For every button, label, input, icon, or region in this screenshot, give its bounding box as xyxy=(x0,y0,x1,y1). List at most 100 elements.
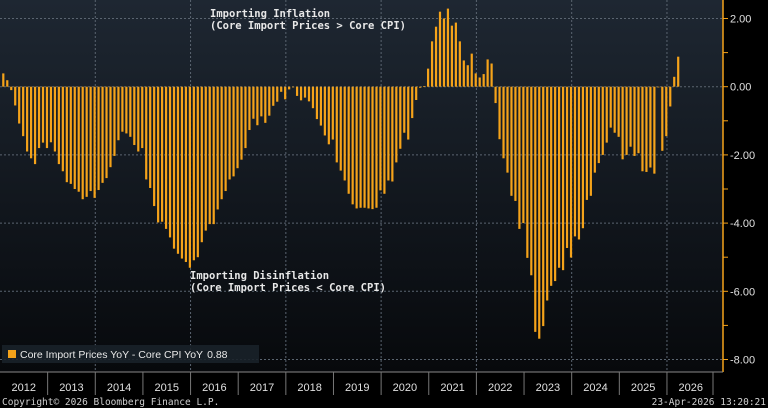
bar xyxy=(172,86,176,249)
bar xyxy=(69,86,72,184)
bar xyxy=(426,68,430,87)
bar xyxy=(311,86,315,109)
bar xyxy=(260,86,263,117)
bar xyxy=(288,86,291,90)
bar xyxy=(26,86,29,152)
bar xyxy=(137,86,140,152)
x-tick-label: 2017 xyxy=(250,382,274,394)
bar xyxy=(216,86,219,210)
bar xyxy=(45,86,49,149)
bar xyxy=(387,86,390,181)
bar xyxy=(37,86,41,149)
bar xyxy=(371,86,374,210)
bar xyxy=(629,86,632,147)
bar xyxy=(546,86,549,301)
bar xyxy=(319,86,322,126)
x-tick-label: 2014 xyxy=(107,382,131,394)
legend-swatch xyxy=(8,350,16,358)
bar xyxy=(550,86,553,286)
bar xyxy=(458,41,461,87)
bar xyxy=(252,86,255,119)
bar xyxy=(661,86,664,151)
bar xyxy=(446,8,450,87)
bar xyxy=(573,86,577,237)
bar xyxy=(430,41,434,87)
bar xyxy=(538,86,541,339)
bar xyxy=(149,86,152,188)
bar xyxy=(6,80,9,87)
bar xyxy=(613,86,616,133)
annotation-disinflation-title: Importing Disinflation xyxy=(190,270,329,282)
bar xyxy=(569,86,573,258)
bar xyxy=(502,86,505,159)
bar xyxy=(299,86,303,101)
x-tick-label: 2022 xyxy=(488,382,512,394)
bar xyxy=(558,86,561,268)
bar xyxy=(593,86,596,173)
bar xyxy=(161,86,164,222)
bar xyxy=(113,86,116,156)
bar xyxy=(482,74,485,87)
bar xyxy=(601,86,604,155)
bar xyxy=(224,86,227,192)
bar xyxy=(363,86,366,208)
bar xyxy=(423,86,426,87)
bar xyxy=(597,86,600,164)
bar xyxy=(93,86,96,198)
bar xyxy=(125,86,128,134)
bar xyxy=(518,86,521,229)
legend-series-name: Core Import Prices YoY - Core CPI YoY xyxy=(20,349,203,361)
bar xyxy=(41,86,45,143)
x-tick-label: 2021 xyxy=(440,382,464,394)
legend: Core Import Prices YoY - Core CPI YoY 0.8… xyxy=(2,345,259,363)
bar xyxy=(530,86,533,276)
x-tick-label: 2016 xyxy=(202,382,226,394)
bar xyxy=(295,86,299,96)
bar xyxy=(605,86,608,143)
bar xyxy=(379,86,382,191)
bar xyxy=(506,86,509,173)
timestamp: 23-Apr-2026 13:20:21 xyxy=(652,397,767,408)
bar xyxy=(33,86,37,165)
bar xyxy=(474,73,477,87)
bar xyxy=(180,86,184,259)
bar xyxy=(232,86,235,177)
bar xyxy=(665,86,668,137)
bar xyxy=(53,86,57,152)
bar xyxy=(117,86,120,141)
bar xyxy=(18,86,21,124)
y-tick-label: -2.00 xyxy=(730,150,755,162)
y-tick-label: -4.00 xyxy=(730,218,755,230)
bar xyxy=(419,86,422,88)
bar xyxy=(442,18,446,87)
bar xyxy=(101,86,104,183)
x-tick-label: 2018 xyxy=(297,382,321,394)
bar xyxy=(133,86,136,146)
bar xyxy=(510,86,513,196)
bar xyxy=(565,86,569,248)
bar xyxy=(200,86,203,243)
bar xyxy=(105,86,108,179)
bar xyxy=(204,86,207,231)
bar xyxy=(57,86,60,165)
bar xyxy=(514,86,517,201)
bar xyxy=(391,86,394,182)
bar xyxy=(542,86,545,327)
bar xyxy=(157,86,160,223)
bar xyxy=(212,86,215,225)
bar xyxy=(121,86,124,132)
bar xyxy=(395,86,398,163)
bar xyxy=(351,86,354,205)
legend-last-value: 0.88 xyxy=(207,349,228,361)
bar xyxy=(29,86,33,159)
bar xyxy=(589,86,592,196)
bar xyxy=(415,86,418,100)
x-tick-label: 2015 xyxy=(154,382,178,394)
bar xyxy=(411,86,414,119)
legend-box xyxy=(2,345,259,363)
bar xyxy=(240,86,243,160)
bar xyxy=(434,26,438,87)
bar xyxy=(22,86,25,137)
y-tick-label: 2.00 xyxy=(730,14,751,26)
